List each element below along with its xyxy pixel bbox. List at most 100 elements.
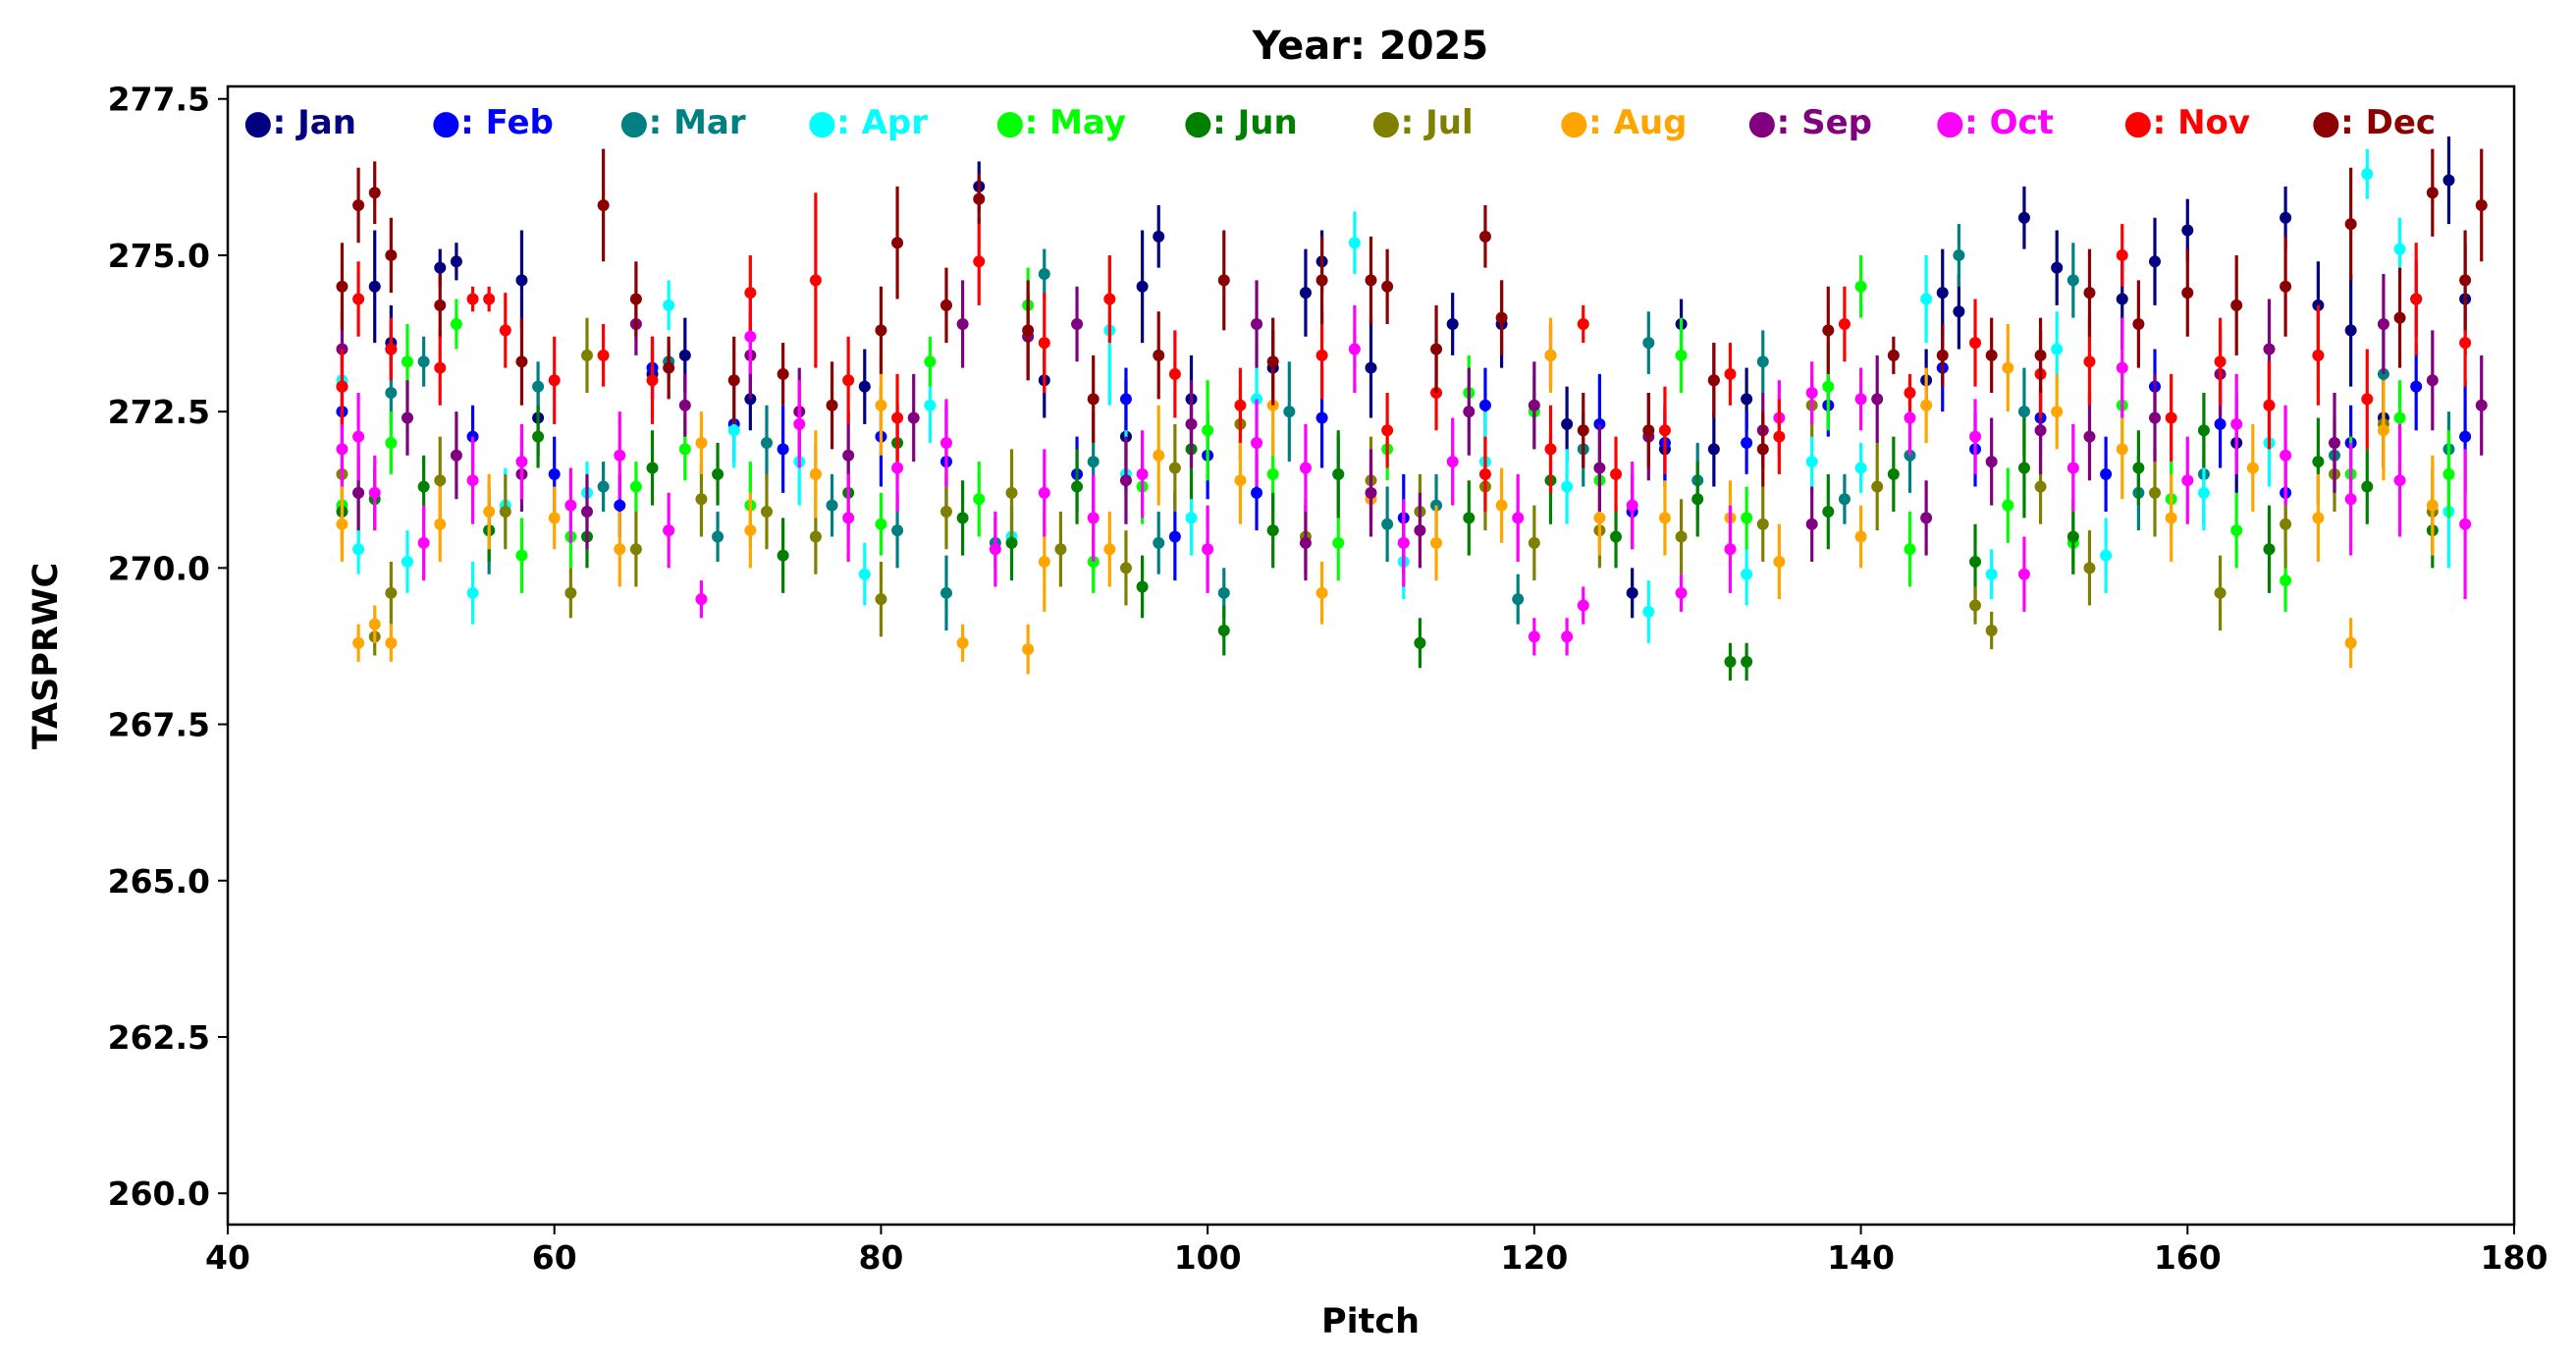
data-point: [2181, 474, 2194, 487]
data-point: [1251, 317, 1263, 330]
legend: ●: Jan ●: Feb ●: Mar ●: Apr ●: May ●: Jun ●: J…: [243, 103, 2436, 142]
chart-title: Year: 2025: [1252, 24, 1488, 69]
data-point: [1153, 230, 1165, 243]
data-point: [614, 449, 626, 462]
data-point: [727, 424, 740, 437]
data-point: [2426, 499, 2439, 512]
y-tick-label: 262.5: [108, 1018, 210, 1057]
data-point: [450, 317, 462, 330]
data-point: [1119, 474, 1132, 487]
data-point: [2181, 287, 2194, 300]
data-point: [1217, 586, 1230, 599]
plot-area-frame: [226, 84, 2516, 1227]
data-point: [663, 361, 675, 374]
data-point: [1854, 393, 1867, 406]
data-point: [2280, 211, 2292, 224]
data-point: [368, 618, 381, 630]
data-point: [564, 499, 577, 512]
data-point: [2393, 411, 2406, 424]
data-point: [777, 367, 789, 380]
data-point: [434, 261, 447, 274]
data-point: [2181, 224, 2194, 237]
data-point: [744, 330, 757, 343]
data-point: [939, 436, 952, 449]
data-point: [1153, 449, 1165, 462]
data-point: [1136, 467, 1149, 480]
data-point: [842, 449, 855, 462]
y-tick-label: 272.5: [108, 393, 210, 431]
data-point: [629, 543, 642, 556]
data-point: [401, 355, 413, 368]
data-point: [1478, 467, 1491, 480]
data-point: [1217, 625, 1230, 637]
data-point: [580, 349, 593, 361]
data-point: [2393, 474, 2406, 487]
data-point: [1168, 530, 1181, 543]
data-point: [1920, 399, 1933, 411]
data-point: [1136, 280, 1149, 293]
data-point: [515, 456, 528, 468]
data-point: [678, 349, 691, 361]
data-point: [385, 636, 398, 649]
data-point: [515, 355, 528, 368]
data-point: [450, 255, 462, 268]
data-point: [1626, 499, 1638, 512]
data-point: [2426, 187, 2439, 199]
data-point: [417, 536, 430, 549]
data-point: [875, 399, 887, 411]
data-point: [875, 324, 887, 337]
data-point: [973, 192, 986, 205]
legend-entry-dec: ●: Dec: [2312, 103, 2437, 142]
data-point: [2149, 255, 2162, 268]
data-point: [939, 506, 952, 519]
data-point: [1805, 518, 1818, 530]
data-point: [1675, 349, 1688, 361]
data-point: [2230, 299, 2243, 311]
data-point: [973, 493, 986, 506]
data-point: [663, 524, 675, 537]
legend-entry-mar: ●: Mar: [619, 103, 746, 142]
data-point: [2329, 436, 2341, 449]
data-point: [548, 467, 561, 480]
data-point: [891, 237, 904, 249]
data-point: [1561, 630, 1574, 643]
data-point: [1610, 467, 1623, 480]
data-point: [548, 512, 561, 524]
data-point: [580, 506, 593, 519]
data-point: [1495, 311, 1508, 324]
data-point: [1512, 512, 1525, 524]
data-point: [352, 543, 365, 556]
y-tick-label: 267.5: [108, 706, 210, 744]
data-point: [1642, 424, 1655, 437]
data-point: [1854, 530, 1867, 543]
data-point: [1969, 337, 1982, 350]
data-point: [2280, 518, 2292, 530]
data-point: [1315, 349, 1328, 361]
data-point: [956, 512, 969, 524]
data-point: [2344, 636, 2357, 649]
data-point: [614, 499, 626, 512]
data-point: [1185, 512, 1198, 524]
data-point: [1365, 274, 1377, 287]
data-point: [1348, 237, 1361, 249]
data-point: [1593, 462, 1606, 474]
data-point: [809, 274, 822, 287]
data-point: [760, 506, 773, 519]
data-point: [678, 443, 691, 456]
data-point: [434, 474, 447, 487]
data-point: [1365, 486, 1377, 499]
data-point: [1103, 293, 1116, 305]
x-axis-label: Pitch: [1321, 1302, 1420, 1341]
data-point: [1675, 586, 1688, 599]
data-point: [1315, 274, 1328, 287]
data-point: [597, 198, 610, 211]
data-point: [2442, 467, 2455, 480]
data-point: [1005, 536, 1018, 549]
data-point: [1805, 456, 1818, 468]
data-point: [793, 417, 806, 430]
data-point: [368, 486, 381, 499]
data-point: [1397, 536, 1410, 549]
data-point: [466, 586, 479, 599]
